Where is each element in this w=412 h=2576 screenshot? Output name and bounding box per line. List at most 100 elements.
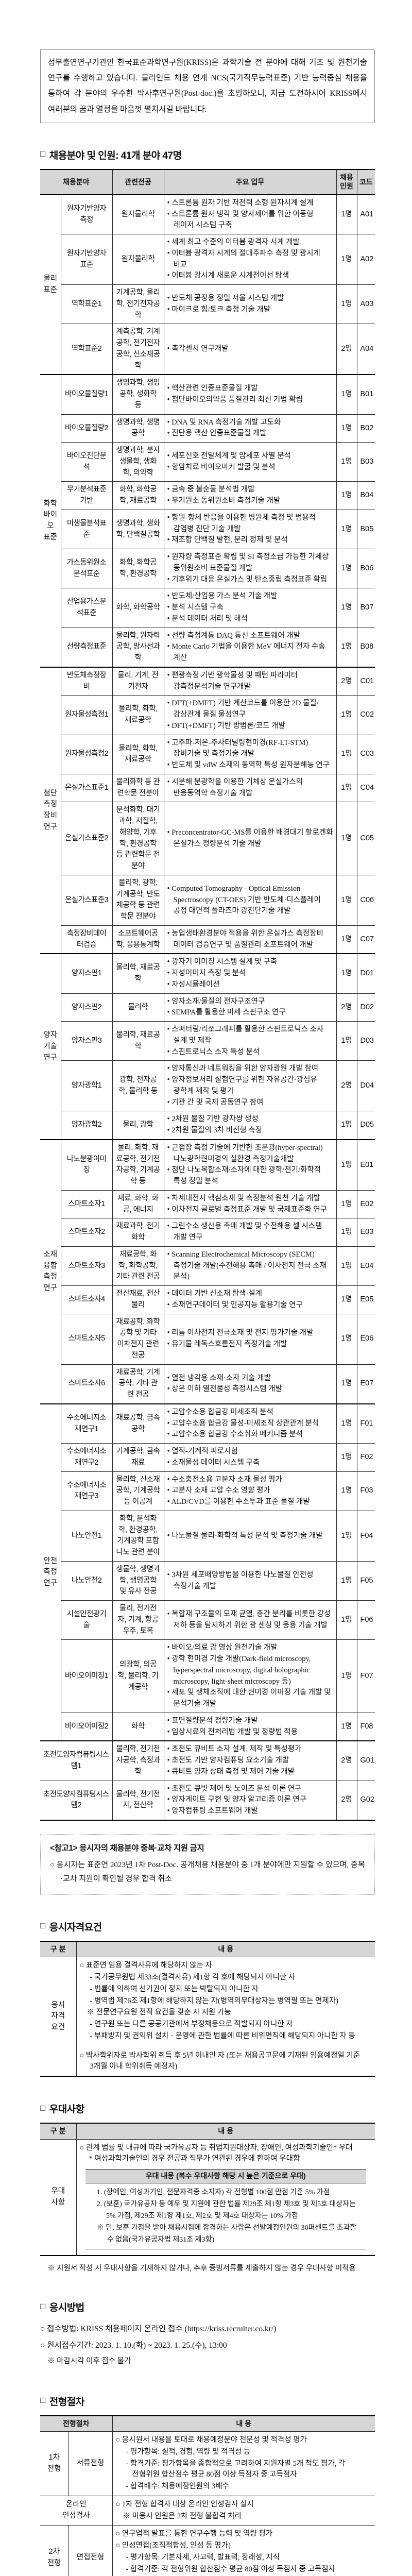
duty-cell: • 금속 중 불순물 분석법 개발 • 무기원소 동위원소비 측정기술 개발 xyxy=(163,481,337,510)
field-cell: 원자물성측정2 xyxy=(61,734,113,774)
table-row: 화학 바이오 표준 바이오물질량1 생명과학, 생명공학, 생화학 등 • 핵산관련 … xyxy=(40,374,375,668)
field-cell: 온실가스표준1 xyxy=(61,773,113,803)
qualification-line: - 병역법 제76조 제1항에 해당하지 않는 자(병역의무대상자는 병역필 또… xyxy=(90,1996,338,2005)
process-content: ○ 연구업적 발표를 통한 연구수행 능력 및 역량 평가 ○ 인성면접(조직적합… xyxy=(112,2525,375,2576)
qualification-row-label: 응시 자격 요건 xyxy=(40,1957,77,2077)
duty-cell: • 반도체 공정용 정밀 저울 시스템 개발 • 마이크로 힘/토크 측정 기술 … xyxy=(163,284,337,325)
duty-cell: • 2차원 물질 기반 광자쌍 생성 • 2차원 물질의 3차 비선형 측정 xyxy=(163,1111,337,1140)
field-cell: 양자스핀2 xyxy=(61,993,113,1022)
duty-cell: • 복합재 구조물의 모재 균열, 층간 분리를 비롯한 강성 저하 등을 탐지… xyxy=(163,1600,337,1640)
apply-line: ○ 원서접수기간: 2023. 1. 10.(화) ~ 2023. 1. 25.… xyxy=(40,2341,227,2350)
field-cell: 바이오이미징1 xyxy=(61,1639,113,1713)
col-header-field: 채용분야 xyxy=(40,169,113,195)
major-cell: 재료공학, 기계공학, 기타 관련 전공 xyxy=(112,1364,164,1404)
code-cell: F08 xyxy=(356,1712,375,1741)
field-cell: 산업용가스분석표준 xyxy=(61,588,113,628)
count-cell: 1명 xyxy=(336,481,357,510)
duty-line: • 바이오/의료 광 영상 원천기술 개발 xyxy=(167,1643,278,1652)
duty-cell: • 원자량 측정표준 확립 및 SI 측정소급 가능한 기체상 동위원소비 표준… xyxy=(163,549,337,589)
col-header-process: 전형절차 xyxy=(40,2415,113,2432)
field-cell: 스마트소자1 xyxy=(61,1190,113,1219)
duty-cell: • 근접장 측정 기술에 기반한 초분광(hyper-spectral) 나노광… xyxy=(163,1139,337,1191)
field-cell: 수소에너지소재연구1 xyxy=(60,1403,113,1444)
code-cell: D02 xyxy=(356,993,375,1022)
duty-line: • 이차전지 글로벌 측정표준 개발 및 국제표준화 연구 xyxy=(167,1205,328,1214)
process-table: 전형절차 내 용 1차 전형 서류전형 ○ 응시원서 내용을 토대로 채용예정분야 … xyxy=(40,2415,375,2576)
process-stage: 2차 전형 xyxy=(40,2525,69,2576)
count-cell: 1명 xyxy=(336,1313,357,1365)
process-heading: 전형절차 xyxy=(49,2396,84,2408)
duty-line: • 리튬 이차전지 전극소재 및 전지 평가기술 개발 xyxy=(167,1329,314,1337)
field-cell: 스마트소자3 xyxy=(61,1246,113,1286)
preference-heading: 우대사항 xyxy=(49,2104,84,2115)
code-cell: E07 xyxy=(356,1364,375,1404)
code-cell: C07 xyxy=(356,925,375,954)
duty-line: • 기관 간 및 국제 공동연구 참여 xyxy=(167,1098,264,1107)
code-cell: A03 xyxy=(356,284,375,325)
table-row: 역학표준1 기계공학, 물리학, 전기전자공학 • 반도체 공정용 정밀 저울 시스… xyxy=(40,284,375,325)
duty-line: • 항원-항체 반응을 이용한 병원체 측정 및 범용적 감염병 진단 기술 개… xyxy=(167,513,316,533)
process-row: 2차 전형 면접전형 ○ 연구업적 발표를 통한 연구수행 능력 및 역량 평가 ○ … xyxy=(40,2525,375,2576)
group-cell: 소재 융합 측정 연구 xyxy=(40,1139,61,1404)
count-cell: 1명 xyxy=(336,1285,357,1314)
code-cell: E06 xyxy=(356,1313,375,1365)
duty-line: • 양자컴퓨팅 소프트웨어 개발 xyxy=(167,1807,258,1816)
field-cell: 역학표준2 xyxy=(61,324,113,375)
count-cell: 1명 xyxy=(336,442,357,482)
duty-cell: • 나노물질 물리·화학적 특성 분석 및 측정기술 개발 xyxy=(163,1510,337,1562)
qualification-table: 구 분 내 용 응시 자격 요건 ○ 표준연 임용 결격사유에 해당하지 않는 … xyxy=(40,1940,375,2077)
count-cell: 1명 xyxy=(336,1510,357,1562)
note1-body: ○ 응시자는 표준연 2023년 1차 Post-Doc. 공개채용 채용분야 … xyxy=(50,1858,365,1886)
group-cell: 양자 기술 연구 xyxy=(40,953,61,1140)
field-cell: 초전도양자컴퓨팅시스템2 xyxy=(40,1780,113,1821)
count-cell: 1명 xyxy=(336,1403,357,1444)
major-cell: 물리, 기계, 전기전자 xyxy=(112,666,164,696)
field-cell: 수소에너지소재연구3 xyxy=(61,1471,113,1511)
field-cell: 바이오진단분석 xyxy=(61,442,113,482)
count-cell: 1명 xyxy=(336,734,357,774)
section-heading-recruit: □ 채용분야 및 인원: 41개 분야 47명 xyxy=(40,148,375,162)
note1-box: <참고1> 응시자의 채용분야 중복·교차 지원 금지 ○ 응시자는 표준연 2… xyxy=(40,1834,375,1895)
major-cell: 물리학, 재료공학 xyxy=(112,1021,164,1061)
preference-lines: ○ 관계 법률 및 내규에 따라 국가유공자 등 취업지원대상자, 장애인, 여… xyxy=(80,2143,372,2165)
duty-line: • 반도체 공정용 정밀 저울 시스템 개발 xyxy=(167,294,284,302)
process-header-row: 전형절차 내 용 xyxy=(40,2415,375,2432)
code-cell: C02 xyxy=(356,695,375,735)
duty-line: • DFT(+DMFT) 기반 방법론/코드 개발 xyxy=(167,721,285,730)
duty-cell: • 농업생태환경분야 적용을 위한 온실가스 측정장비 데이터 검증연구 및 품… xyxy=(163,925,337,954)
duty-cell: • 시분해 분광학을 이용한 기체상 온실가스의 반응동역학 측정기술 개발 xyxy=(163,773,337,803)
major-cell: 화학, 화학공학 xyxy=(112,588,164,628)
process-row: 온라인 인성검사 ○ 1차 전형 합격자 대상 온라인 인성검사 실시 ※ 미응시 … xyxy=(40,2495,375,2526)
field-cell: 나노안전1 xyxy=(61,1510,113,1562)
duty-line: • 선량 측정계통 DAQ 통신 소프트웨어 개발 xyxy=(167,631,300,640)
table-row: 스마트소자4 전산재료, 전산물리 • 데이터 기반 신소재 탐색·설계 • 소재연구… xyxy=(40,1285,375,1314)
count-cell: 1명 xyxy=(336,1639,357,1713)
process-stage: 1차 전형 xyxy=(40,2431,69,2496)
table-row: 원자기반양자표준 원자물리학 • 세계 최고 수준의 이터븀 광격자 시계 개발 • … xyxy=(40,234,375,285)
table-row: 양자스핀3 물리학, 재료공학 • 스퍼터링/리쏘그래피를 활용한 스핀트로닉스 소… xyxy=(40,1021,375,1061)
count-cell: 1명 xyxy=(336,1712,357,1741)
major-cell: 물리학 xyxy=(112,993,164,1022)
col-header-content: 내 용 xyxy=(112,2415,375,2432)
duty-line: • 스트론튬 원자 기반 저전력 소형 원자시계 설계 xyxy=(167,198,314,207)
major-cell: 재료공학, 금속공학 xyxy=(112,1403,164,1444)
count-cell: 2명 xyxy=(336,324,357,375)
duty-line: • 첨단 나노복합소재/소자에 대한 광학/전기/화학적 특성 정밀 분석 xyxy=(167,1166,321,1186)
major-cell: 생명과학, 생화학, 단백질공학 xyxy=(112,509,164,550)
code-cell: B02 xyxy=(356,414,375,443)
preference-content: ○ 관계 법률 및 내규에 따라 국가유공자 등 취업지원대상자, 장애인, 여… xyxy=(76,2139,375,2256)
table-row: 양자 기술 연구 양자스핀1 물리학, 재료공학 • 광자기 이미징 시스템 설계 및… xyxy=(40,953,375,1140)
code-cell: F01 xyxy=(356,1403,375,1444)
count-cell: 1명 xyxy=(336,1218,357,1247)
code-cell: G01 xyxy=(356,1740,375,1781)
recruit-heading: 채용분야 및 인원: 41개 분야 47명 xyxy=(49,150,182,161)
major-cell: 물리학, 전기전자공학, 측정과학 xyxy=(112,1740,164,1781)
duty-line: • 반도체 및 vdW 소재의 동역학 특성 원자분해능 연구 xyxy=(167,761,330,770)
preference-row-label: 우대 사항 xyxy=(40,2139,77,2256)
square-bullet-icon: □ xyxy=(40,2103,45,2113)
major-cell: 생물학, 생명과학, 생명공학 및 유사 전공 xyxy=(112,1561,164,1601)
process-line: - 합격배수: 채용예정인원의 3배수 xyxy=(126,2482,229,2491)
duty-line: • 고분자 소재 고압 수소 영향 평가 xyxy=(167,1486,270,1495)
recruit-header-row: 채용분야 관련전공 주요 업무 채용 인원 코드 xyxy=(40,169,375,195)
preference-inner-line: 1. (장애인, 여성과기인, 전문자격증 소지자) 각 전형별 100점 만점… xyxy=(96,2188,330,2196)
